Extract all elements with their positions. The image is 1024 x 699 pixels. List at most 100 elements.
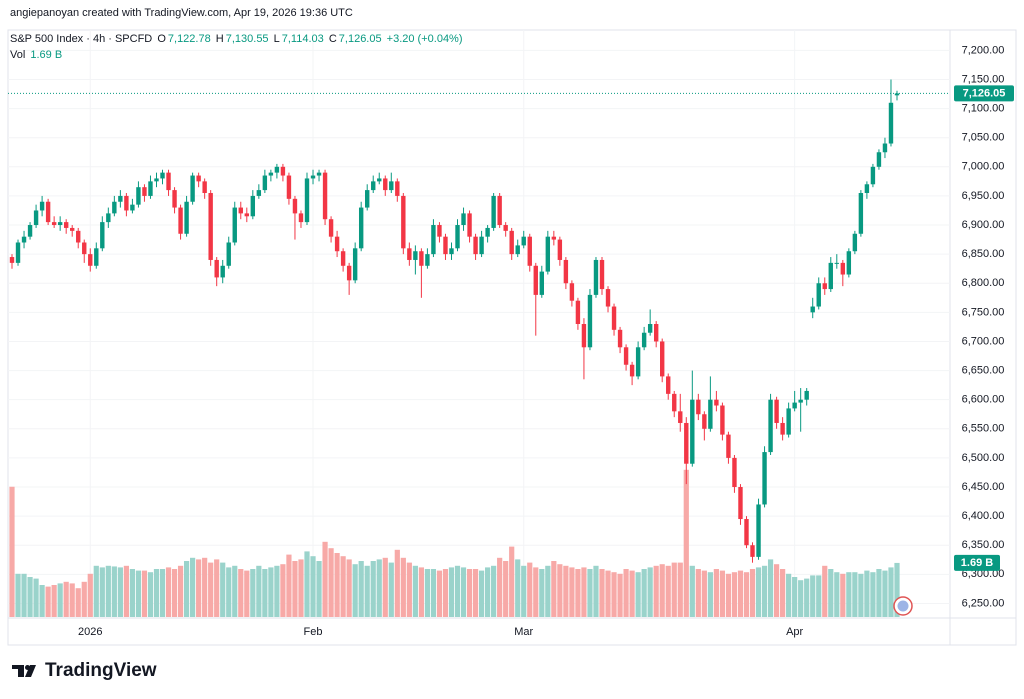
volume-bar xyxy=(370,561,376,617)
y-tick-label: 6,550.00 xyxy=(962,423,1005,435)
candle-body xyxy=(828,262,833,290)
volume-bar xyxy=(400,557,406,617)
candle-body xyxy=(467,213,472,237)
y-tick-label: 6,600.00 xyxy=(962,394,1005,406)
x-tick-label: Feb xyxy=(304,626,323,638)
volume-bar xyxy=(677,562,683,617)
y-tick-label: 6,800.00 xyxy=(962,277,1005,289)
volume-bar xyxy=(737,570,744,617)
candle-body xyxy=(587,294,593,348)
volume-bar xyxy=(196,559,202,617)
volume-bar xyxy=(418,567,424,617)
y-tick-label: 6,350.00 xyxy=(962,539,1005,551)
volume-bar xyxy=(57,583,63,617)
candle-body xyxy=(142,187,147,196)
volume-bar xyxy=(448,567,455,617)
candle-body xyxy=(768,399,773,453)
volume-bar xyxy=(190,557,196,617)
volume-bar xyxy=(147,572,154,617)
candle-body xyxy=(515,245,520,255)
candle-body xyxy=(27,225,33,237)
volume-bar xyxy=(773,564,780,617)
volume-bar xyxy=(491,565,497,617)
candle-body xyxy=(232,207,237,243)
volume-bar xyxy=(292,561,298,617)
candle-body xyxy=(810,306,815,313)
candle-body xyxy=(617,329,623,348)
change: +3.20 (+0.04%) xyxy=(386,33,463,45)
candle-body xyxy=(641,332,647,348)
volume-bar xyxy=(15,573,21,617)
volume-bar xyxy=(310,556,316,617)
volume-bar xyxy=(611,572,617,617)
candle-body xyxy=(94,248,99,266)
vol-key: Vol xyxy=(10,49,26,61)
volume-bar xyxy=(617,573,623,617)
volume-bar xyxy=(701,570,707,617)
candle-body xyxy=(708,399,713,429)
volume-bar xyxy=(171,569,178,617)
candle-body xyxy=(334,236,340,252)
volume-bar xyxy=(21,573,27,617)
candle-body xyxy=(720,405,725,435)
volume-bar xyxy=(713,569,719,617)
candle-body xyxy=(256,190,262,196)
volume-bar xyxy=(767,559,774,617)
candle-body xyxy=(551,236,557,240)
candle-body xyxy=(106,213,111,223)
volume-bar xyxy=(689,565,695,617)
y-tick-label: 6,400.00 xyxy=(962,510,1005,522)
last-price-label: 7,126.05 xyxy=(963,87,1006,99)
candle-body xyxy=(280,166,286,176)
volume-bar xyxy=(111,566,117,617)
volume-bar xyxy=(298,559,304,617)
candle-body xyxy=(112,201,117,214)
volume-bar xyxy=(798,580,804,617)
y-tick-label: 6,950.00 xyxy=(962,190,1005,202)
candle-body xyxy=(479,236,484,255)
candle-body xyxy=(593,259,599,295)
o-value: 7,122.78 xyxy=(167,33,211,45)
candle-body xyxy=(527,236,532,266)
volume-bar xyxy=(406,562,412,617)
volume-bar xyxy=(75,588,81,617)
volume-bar xyxy=(472,569,479,617)
volume-bar xyxy=(123,565,129,617)
credit: angiepanoyan created with TradingView.co… xyxy=(10,7,353,19)
candle-body xyxy=(473,236,478,255)
volume-bar xyxy=(262,569,268,617)
l-value: 7,114.03 xyxy=(281,33,324,45)
candle-body xyxy=(178,207,183,234)
volume-bar xyxy=(376,559,382,617)
candle-body xyxy=(491,195,496,228)
candle-body xyxy=(70,227,75,231)
volume-bar xyxy=(340,556,346,617)
volume-bar xyxy=(647,567,653,617)
volume-bar xyxy=(575,569,581,617)
candle-body xyxy=(738,487,743,520)
candle-body xyxy=(118,195,123,202)
candle-body xyxy=(51,222,57,226)
candle-body xyxy=(852,233,858,252)
last-price-box xyxy=(954,85,1014,102)
candle-body xyxy=(726,434,731,458)
c-key: C xyxy=(328,33,337,45)
volume-bar xyxy=(635,572,641,617)
candle-body xyxy=(76,230,81,243)
event-icon-inner xyxy=(897,600,909,612)
volume-bar xyxy=(858,573,864,617)
volume-bar xyxy=(876,569,882,617)
candle-body xyxy=(569,283,575,301)
candle-body xyxy=(407,248,412,260)
candle-body xyxy=(130,204,135,211)
y-tick-label: 6,250.00 xyxy=(962,597,1005,609)
candle-body xyxy=(882,143,888,153)
candle-body xyxy=(45,201,51,223)
volume-bar xyxy=(503,561,509,617)
candle-body xyxy=(684,422,689,464)
candle-body xyxy=(834,262,839,264)
volume-bar xyxy=(256,565,262,617)
candle-body xyxy=(443,236,448,255)
volume-legend: Vol 1.69 B xyxy=(10,49,64,61)
y-tick-label: 6,500.00 xyxy=(962,452,1005,464)
